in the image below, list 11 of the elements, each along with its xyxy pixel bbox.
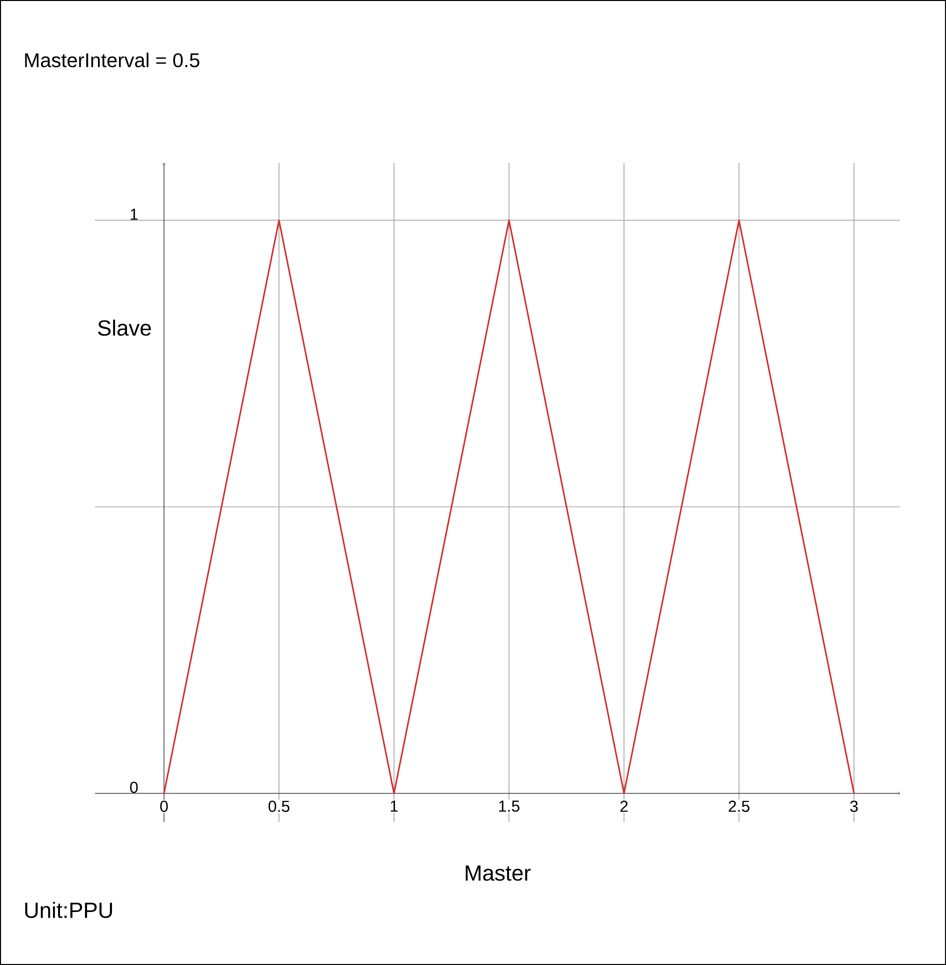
- x-axis-title: Master: [466, 866, 531, 881]
- x-tick-label: 3: [850, 800, 858, 812]
- x-tick-label: 0.5: [268, 800, 290, 812]
- text: Unit:PPU: [25, 902, 112, 918]
- x-tick-label: 1: [390, 800, 398, 812]
- x-tick-label: 2: [620, 800, 628, 812]
- chart-title: MasterInterval = 0.5: [25, 52, 200, 68]
- x-tick-label: 2.5: [728, 800, 750, 812]
- x-tick-label: 0: [160, 800, 168, 812]
- y-axis-title: Slave: [98, 320, 151, 336]
- x-tick-label: 1.5: [499, 800, 520, 812]
